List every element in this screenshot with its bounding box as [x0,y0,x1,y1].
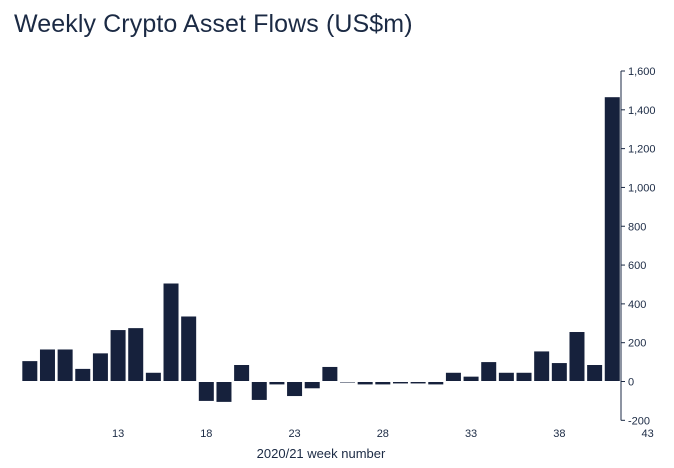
bar-week-11 [75,368,91,382]
y-tick-label: 0 [628,377,634,389]
bar-week-19 [216,381,232,402]
bar-week-9 [39,349,55,382]
bar-week-32 [445,372,461,382]
y-tick-label: 1,600 [628,66,656,78]
bar-week-34 [481,362,497,382]
bar-week-8 [22,361,38,382]
bar-week-38 [551,363,567,382]
bars-group [22,97,620,402]
y-tick-label: 200 [628,338,646,350]
bar-week-25 [322,366,338,382]
x-tick-label: 33 [465,428,477,440]
chart-title: Weekly Crypto Asset Flows (US$m) [14,10,413,38]
x-tick-label: 28 [377,428,389,440]
bar-week-12 [92,353,108,382]
y-tick-label: 800 [628,221,646,233]
y-axis: -200 0 200 400 600 800 1,000 1,200 1,400 1,600 [620,66,656,427]
bar-week-18 [198,381,214,401]
y-tick-label: 1,200 [628,144,656,156]
bar-week-16 [163,283,179,382]
x-tick-label: 43 [641,428,653,440]
bar-week-36 [516,372,532,382]
bar-week-29 [392,381,408,384]
bar-week-31 [428,381,444,385]
x-axis-label: 2020/21 week number [257,446,386,461]
bar-week-20 [234,365,250,382]
y-tick-label: -200 [628,415,650,427]
bar-week-33 [463,376,479,382]
bar-week-39 [569,332,585,382]
bar-week-17 [181,316,197,382]
bar-week-40 [587,365,603,382]
bar-week-27 [357,381,373,385]
bar-week-24 [304,381,320,389]
y-tick-label: 1,400 [628,105,656,117]
x-tick-label: 18 [200,428,212,440]
bar-week-30 [410,381,426,384]
bar-week-23 [287,381,303,397]
y-tick-label: 600 [628,260,646,272]
bar-week-15 [145,372,161,382]
bar-week-10 [57,349,73,382]
x-tick-label: 13 [112,428,124,440]
y-tick-label: 400 [628,299,646,311]
y-tick-label: 1,000 [628,182,656,194]
bar-week-21 [251,381,267,400]
bar-week-22 [269,381,285,385]
bar-week-35 [498,372,514,382]
x-tick-label: 38 [553,428,565,440]
x-tick-label: 23 [288,428,300,440]
bar-week-41 [604,97,620,382]
bar-week-13 [110,330,126,382]
x-axis: 13 18 23 28 33 38 43 [112,428,654,440]
bar-week-14 [128,328,144,382]
bar-week-28 [375,381,391,385]
bar-week-37 [534,351,550,382]
